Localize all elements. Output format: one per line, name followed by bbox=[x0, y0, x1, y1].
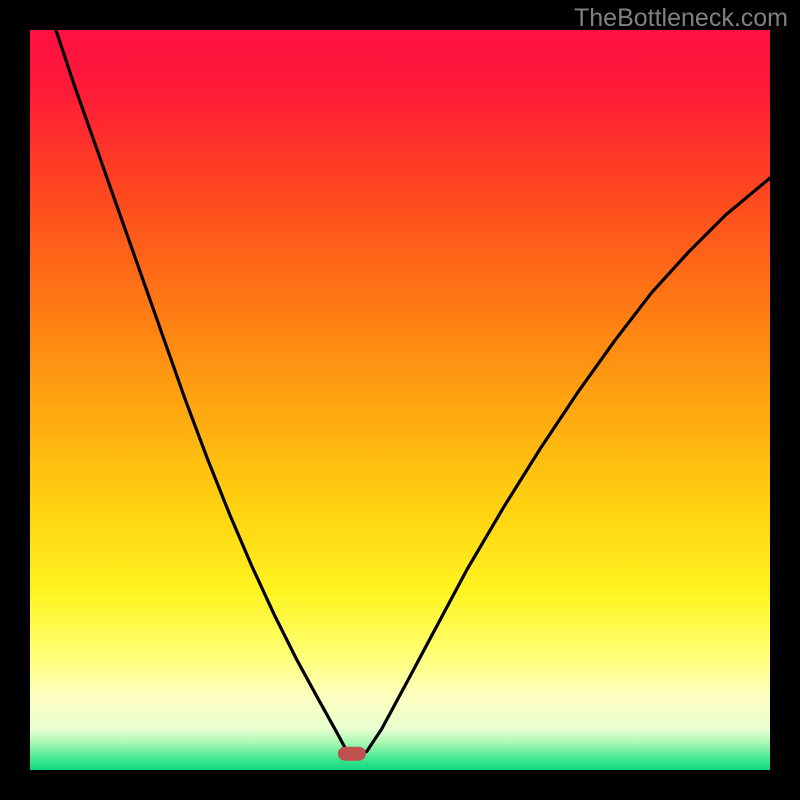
chart-stage: TheBottleneck.com bbox=[0, 0, 800, 800]
plot-background bbox=[30, 30, 770, 770]
minimum-marker bbox=[338, 747, 366, 761]
bottleneck-chart bbox=[0, 0, 800, 800]
attribution-label: TheBottleneck.com bbox=[574, 4, 788, 33]
